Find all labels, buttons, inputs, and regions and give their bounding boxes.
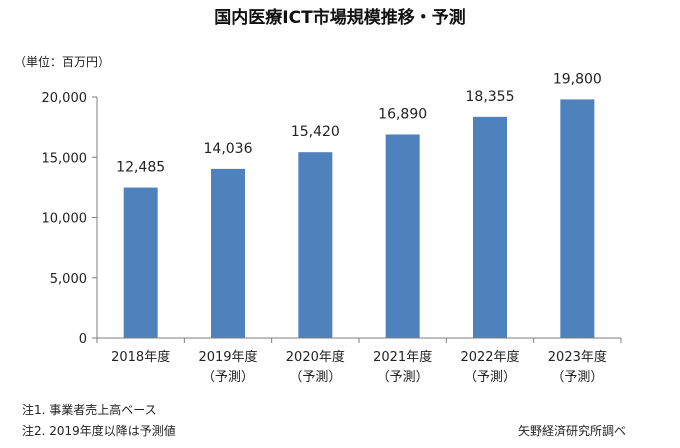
data-label: 16,890: [378, 106, 427, 122]
data-label: 18,355: [466, 89, 515, 105]
x-tick-label: 2021年度: [373, 349, 432, 365]
chart-title: 国内医療ICT市場規模推移・予測: [214, 7, 465, 28]
x-tick-label: 2023年度: [548, 349, 607, 365]
bar: [385, 134, 420, 338]
y-tick-label: 20,000: [42, 91, 88, 106]
note-2: 注2. 2019年度以降は予測値: [22, 423, 176, 438]
x-tick-label: （予測）: [202, 370, 254, 385]
source-note: 矢野経済研究所調べ: [518, 423, 626, 438]
x-tick-label: 2018年度: [111, 349, 170, 365]
x-axis: 2018年度 2019年度 （予測） 2020年度 （予測） 2021年度 （予測） 2022…: [96, 337, 622, 385]
x-tick-label: 2022年度: [460, 349, 519, 365]
x-tick-label: （予測）: [377, 370, 429, 385]
data-label: 12,485: [116, 160, 165, 176]
bars: [123, 99, 595, 338]
x-tick-label: 2019年度: [198, 349, 257, 365]
y-tick-label: 5,000: [50, 272, 87, 287]
x-tick-label: 2020年度: [286, 349, 345, 365]
x-tick-label: （予測）: [464, 370, 516, 385]
x-tick-label: （予測）: [551, 370, 603, 385]
data-label: 14,036: [204, 141, 253, 157]
unit-label: （単位：百万円）: [14, 54, 110, 69]
y-tick-label: 0: [79, 332, 87, 347]
data-label: 15,420: [291, 124, 340, 140]
x-tick-label: （予測）: [289, 370, 341, 385]
bar: [211, 168, 245, 338]
data-labels: 12,485 14,036 15,420 16,890 18,355 19,800: [116, 71, 602, 175]
y-tick-label: 10,000: [42, 212, 88, 227]
y-tick-label: 15,000: [42, 151, 88, 166]
note-1: 注1. 事業者売上高ベース: [22, 402, 157, 417]
bar: [298, 152, 333, 338]
bar: [123, 187, 158, 338]
data-label: 19,800: [553, 71, 602, 87]
y-axis: 0 5,000 10,000 15,000 20,000: [42, 91, 98, 347]
bar: [560, 99, 595, 338]
bar: [473, 116, 507, 338]
